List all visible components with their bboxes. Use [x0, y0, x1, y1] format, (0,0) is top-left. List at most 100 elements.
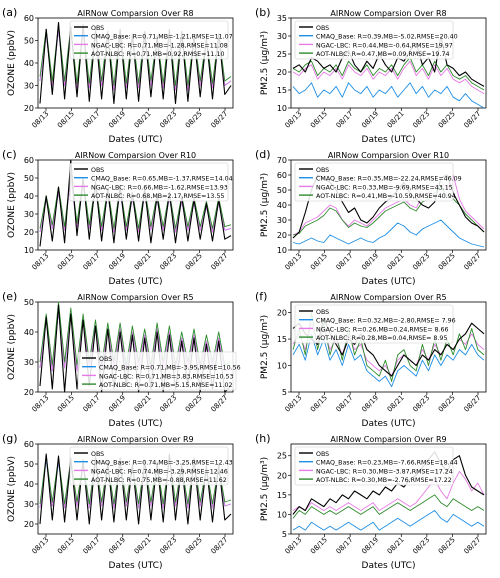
legend-entry: NGAC-LBC: R=0.74,MB=-3.29,RMSE=12.46: [91, 468, 228, 475]
x-tick-label: 08/21: [133, 394, 153, 414]
legend-entry: AOT-NLBC: R=0.68,MB=2.17,RMSE=13.55: [91, 193, 224, 200]
legend-entry: CMAQ_Base: R=0.32,MB=-2.80,RMSE= 7.96: [316, 318, 456, 325]
legend-entry: AOT-NLBC: R=0.47,MB=0.09,RMSE=19.74: [316, 51, 449, 58]
legend-box: [294, 446, 454, 486]
y-tick-label: 10: [24, 246, 34, 255]
x-tick-label: 08/27: [209, 252, 229, 272]
x-tick-label: 08/15: [56, 536, 76, 556]
x-tick-label: 08/25: [184, 536, 204, 556]
series-line-ngac-lbc: [292, 60, 485, 94]
x-tick-label: 08/23: [411, 110, 431, 130]
legend-entry: OBS: [91, 451, 104, 458]
x-tick-label: 08/23: [158, 394, 178, 414]
x-tick-label: 08/21: [386, 536, 406, 556]
y-axis-label: PM2.5 (μg/m³): [260, 315, 270, 379]
y-tick-label: 30: [24, 500, 34, 509]
y-tick-label: 35: [277, 14, 287, 23]
panel-d: (d) AIRNow Comparsion Over R10 10 20 30 40 50 6…: [255, 148, 487, 287]
y-tick-label: 15: [277, 86, 287, 95]
legend-entry: CMAQ_Base: R=0.39,MB=-5.02,RMSE=20.40: [316, 34, 458, 41]
x-tick-label: 08/13: [30, 536, 50, 556]
legend-entry: CMAQ_Base: R=0.71,MB=-3.95,RMSE=10.56: [99, 365, 241, 372]
panel-f: (f) AIRNow Comparsion Over R5 5 10 15 20 PM2.5…: [255, 290, 487, 429]
y-tick-label: 30: [24, 358, 34, 367]
x-tick-label: 08/23: [411, 394, 431, 414]
x-tick-label: 08/15: [56, 394, 76, 414]
y-tick-label: 30: [277, 32, 287, 41]
x-tick-label: 08/17: [82, 110, 102, 130]
legend-entry: OBS: [316, 451, 329, 458]
x-tick-label: 08/25: [184, 110, 204, 130]
y-axis-label: PM2.5 (μg/m³): [260, 173, 270, 237]
x-tick-label: 08/15: [56, 110, 76, 130]
y-tick-label: 60: [277, 171, 287, 180]
legend-entry: CMAQ_Base: R=0.65,MB=-1.37,RMSE=14.04: [91, 176, 233, 183]
x-axis-label: Dates (UTC): [109, 277, 163, 287]
series-line-obs: [292, 35, 485, 87]
y-tick-label: 30: [277, 216, 287, 225]
panel-title: AIRNow Comparsion Over R9: [330, 435, 446, 444]
legend-box: [69, 446, 229, 486]
x-tick-label: 08/25: [437, 394, 457, 414]
panel-letter: (d): [255, 148, 271, 161]
x-tick-label: 08/27: [209, 110, 229, 130]
legend-entry: CMAQ_Base: R=0.74,MB=-3.25,RMSE=12.43: [91, 460, 233, 467]
y-tick-label: 20: [24, 520, 34, 529]
x-tick-label: 08/15: [309, 536, 329, 556]
x-tick-label: 08/17: [82, 252, 102, 272]
panel-letter: (a): [2, 6, 17, 19]
legend-entry: NGAC-LBC: R=0.33,MB=-9.69,RMSE=43.15: [316, 184, 453, 191]
x-tick-label: 08/27: [209, 536, 229, 556]
x-tick-label: 08/25: [437, 110, 457, 130]
legend-entry: CMAQ_Base: R=0.71,MB=-1.21,RMSE=11.07: [91, 34, 233, 41]
y-tick-label: 60: [24, 440, 34, 449]
x-axis-label: Dates (UTC): [109, 419, 163, 429]
panel-title: AIRNow Comparsion Over R10: [75, 151, 196, 160]
x-axis-label: Dates (UTC): [362, 135, 416, 145]
legend-entry: OBS: [316, 309, 329, 316]
x-tick-label: 08/19: [360, 252, 380, 272]
y-tick-label: 60: [24, 156, 34, 165]
x-axis-label: Dates (UTC): [362, 419, 416, 429]
panel-letter: (b): [255, 6, 271, 19]
panel-letter: (h): [255, 432, 271, 445]
y-tick-label: 50: [24, 298, 34, 307]
x-tick-label: 08/21: [386, 394, 406, 414]
x-tick-label: 08/17: [335, 536, 355, 556]
x-tick-label: 08/27: [462, 110, 482, 130]
x-tick-label: 08/15: [309, 252, 329, 272]
y-tick-label: 10: [277, 362, 287, 371]
panel-letter: (c): [2, 148, 17, 161]
y-tick-label: 40: [24, 328, 34, 337]
y-tick-label: 20: [277, 68, 287, 77]
x-axis-label: Dates (UTC): [109, 561, 163, 571]
legend-entry: NGAC-LBC: R=0.71,MB=-1.28,RMSE=11.08: [91, 42, 228, 49]
y-tick-label: 30: [24, 210, 34, 219]
x-tick-label: 08/15: [56, 252, 76, 272]
legend-entry: NGAC-LBC: R=0.30,MB=-3.87,RMSE=17.24: [316, 468, 453, 475]
plot-frame: [37, 301, 234, 393]
y-tick-label: 50: [24, 37, 34, 46]
x-tick-label: 08/21: [133, 110, 153, 130]
y-tick-label: 5: [282, 530, 287, 539]
x-tick-label: 08/15: [309, 110, 329, 130]
plot-frame: [290, 301, 487, 393]
y-tick-label: 20: [24, 228, 34, 237]
legend-entry: AOT-NLBC: R=0.71,MB=5.15,RMSE=11.02: [99, 382, 232, 389]
plot-frame: [290, 443, 487, 535]
x-tick-label: 08/25: [184, 252, 204, 272]
x-tick-label: 08/19: [107, 252, 127, 272]
panel-title: AIRNow Comparsion Over R8: [330, 9, 446, 18]
x-tick-label: 08/25: [437, 536, 457, 556]
legend-entry: AOT-NLBC: R=0.71,MB=0.92,RMSE=11.10: [91, 51, 224, 58]
panel-letter: (e): [2, 290, 17, 303]
x-tick-label: 08/23: [411, 252, 431, 272]
y-tick-label: 20: [24, 104, 34, 113]
x-axis-label: Dates (UTC): [362, 561, 416, 571]
panel-title: AIRNow Comparsion Over R10: [328, 151, 449, 160]
x-tick-label: 08/27: [209, 394, 229, 414]
y-axis-label: OZONE (ppbV): [7, 456, 17, 522]
legend-entry: AOT-NLBC: R=0.75,MB=-0.88,RMSE=11.62: [91, 477, 227, 484]
x-tick-label: 08/23: [158, 252, 178, 272]
